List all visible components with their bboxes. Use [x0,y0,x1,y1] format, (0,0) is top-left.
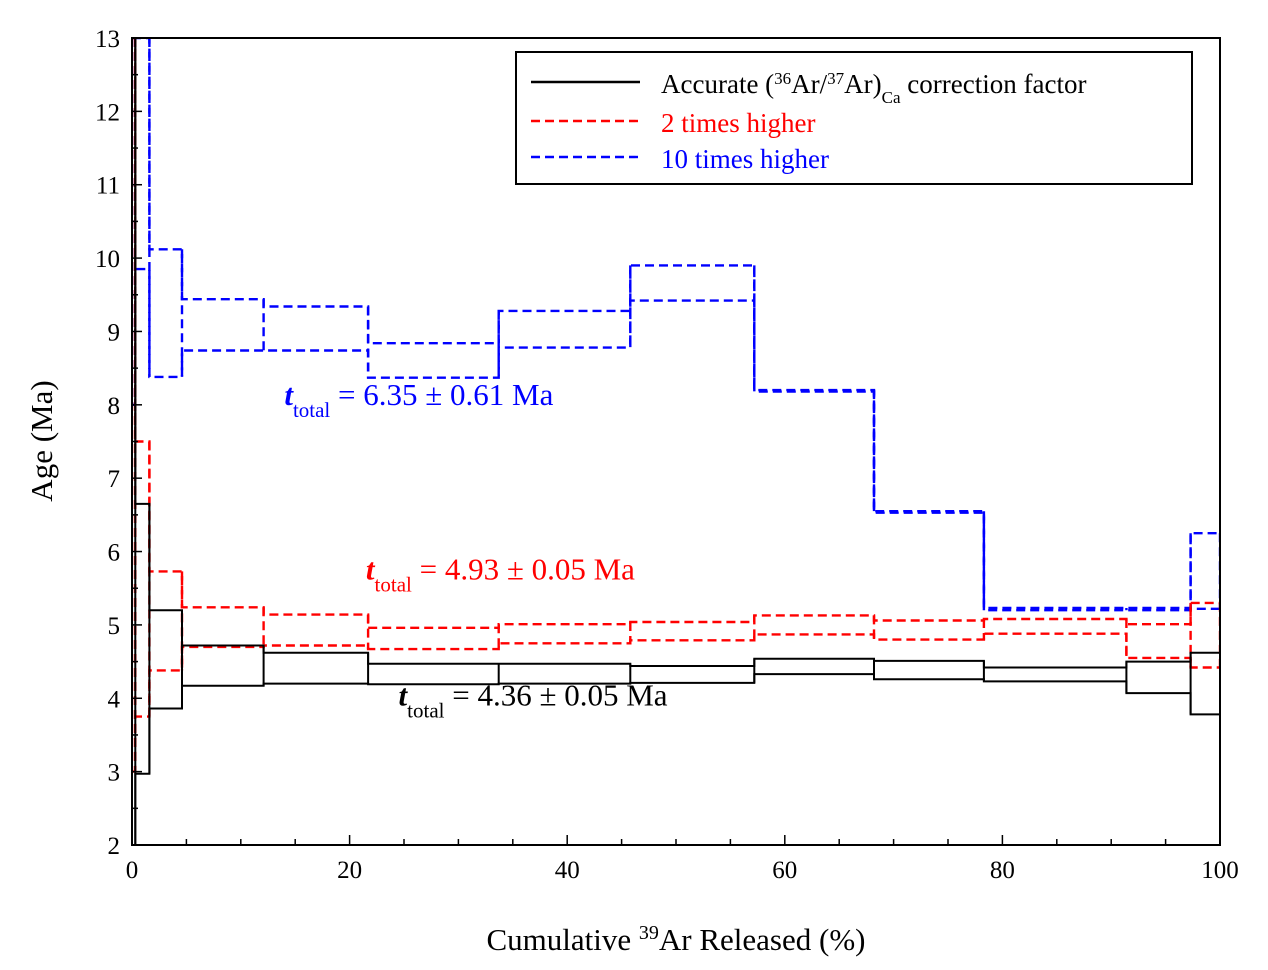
y-tick-label: 2 [108,833,121,860]
y-tick-label: 7 [108,466,121,493]
legend-box [515,51,1193,185]
x-tick-label: 100 [1201,857,1239,884]
y-tick-label: 6 [108,540,121,567]
x-tick-label: 0 [126,857,139,884]
legend-label-ten_times: 10 times higher [661,144,829,174]
total-age-label-ten_times: ttotal = 6.35 ± 0.61 Ma [284,377,553,422]
legend: Accurate (36Ar/37Ar)Ca correction factor… [515,51,1193,185]
two_times-upper-step-line [132,38,1220,629]
x-tick-label: 40 [555,857,580,884]
two_times-lower-step-line [132,632,1220,773]
ten_times-upper-step-line [132,38,1220,610]
y-tick-label: 3 [108,760,121,787]
y-tick-label: 4 [108,686,121,713]
x-tick-label: 20 [337,857,362,884]
y-tick-label: 11 [96,173,120,200]
legend-label-accurate: Accurate (36Ar/37Ar)Ca correction factor [661,69,1086,107]
total-age-label-two_times: ttotal = 4.93 ± 0.05 Ma [366,551,635,596]
y-tick-label: 10 [95,246,120,273]
series-accurate [132,38,1220,845]
total-age-label-accurate: ttotal = 4.36 ± 0.05 Ma [399,678,668,723]
y-tick-label: 13 [95,26,120,53]
y-tick-label: 9 [108,319,121,346]
ten_times-lower-step-line [132,267,1220,612]
x-axis-label: Cumulative 39Ar Released (%) [487,922,866,957]
y-tick-label: 8 [108,393,121,420]
x-tick-label: 80 [990,857,1015,884]
y-tick-label: 12 [95,99,120,126]
y-tick-label: 5 [108,613,121,640]
y-axis-label: Age (Ma) [24,380,59,501]
legend-label-two_times: 2 times higher [661,108,815,138]
x-tick-label: 60 [772,857,797,884]
accurate-lower-step-line [132,673,1220,845]
